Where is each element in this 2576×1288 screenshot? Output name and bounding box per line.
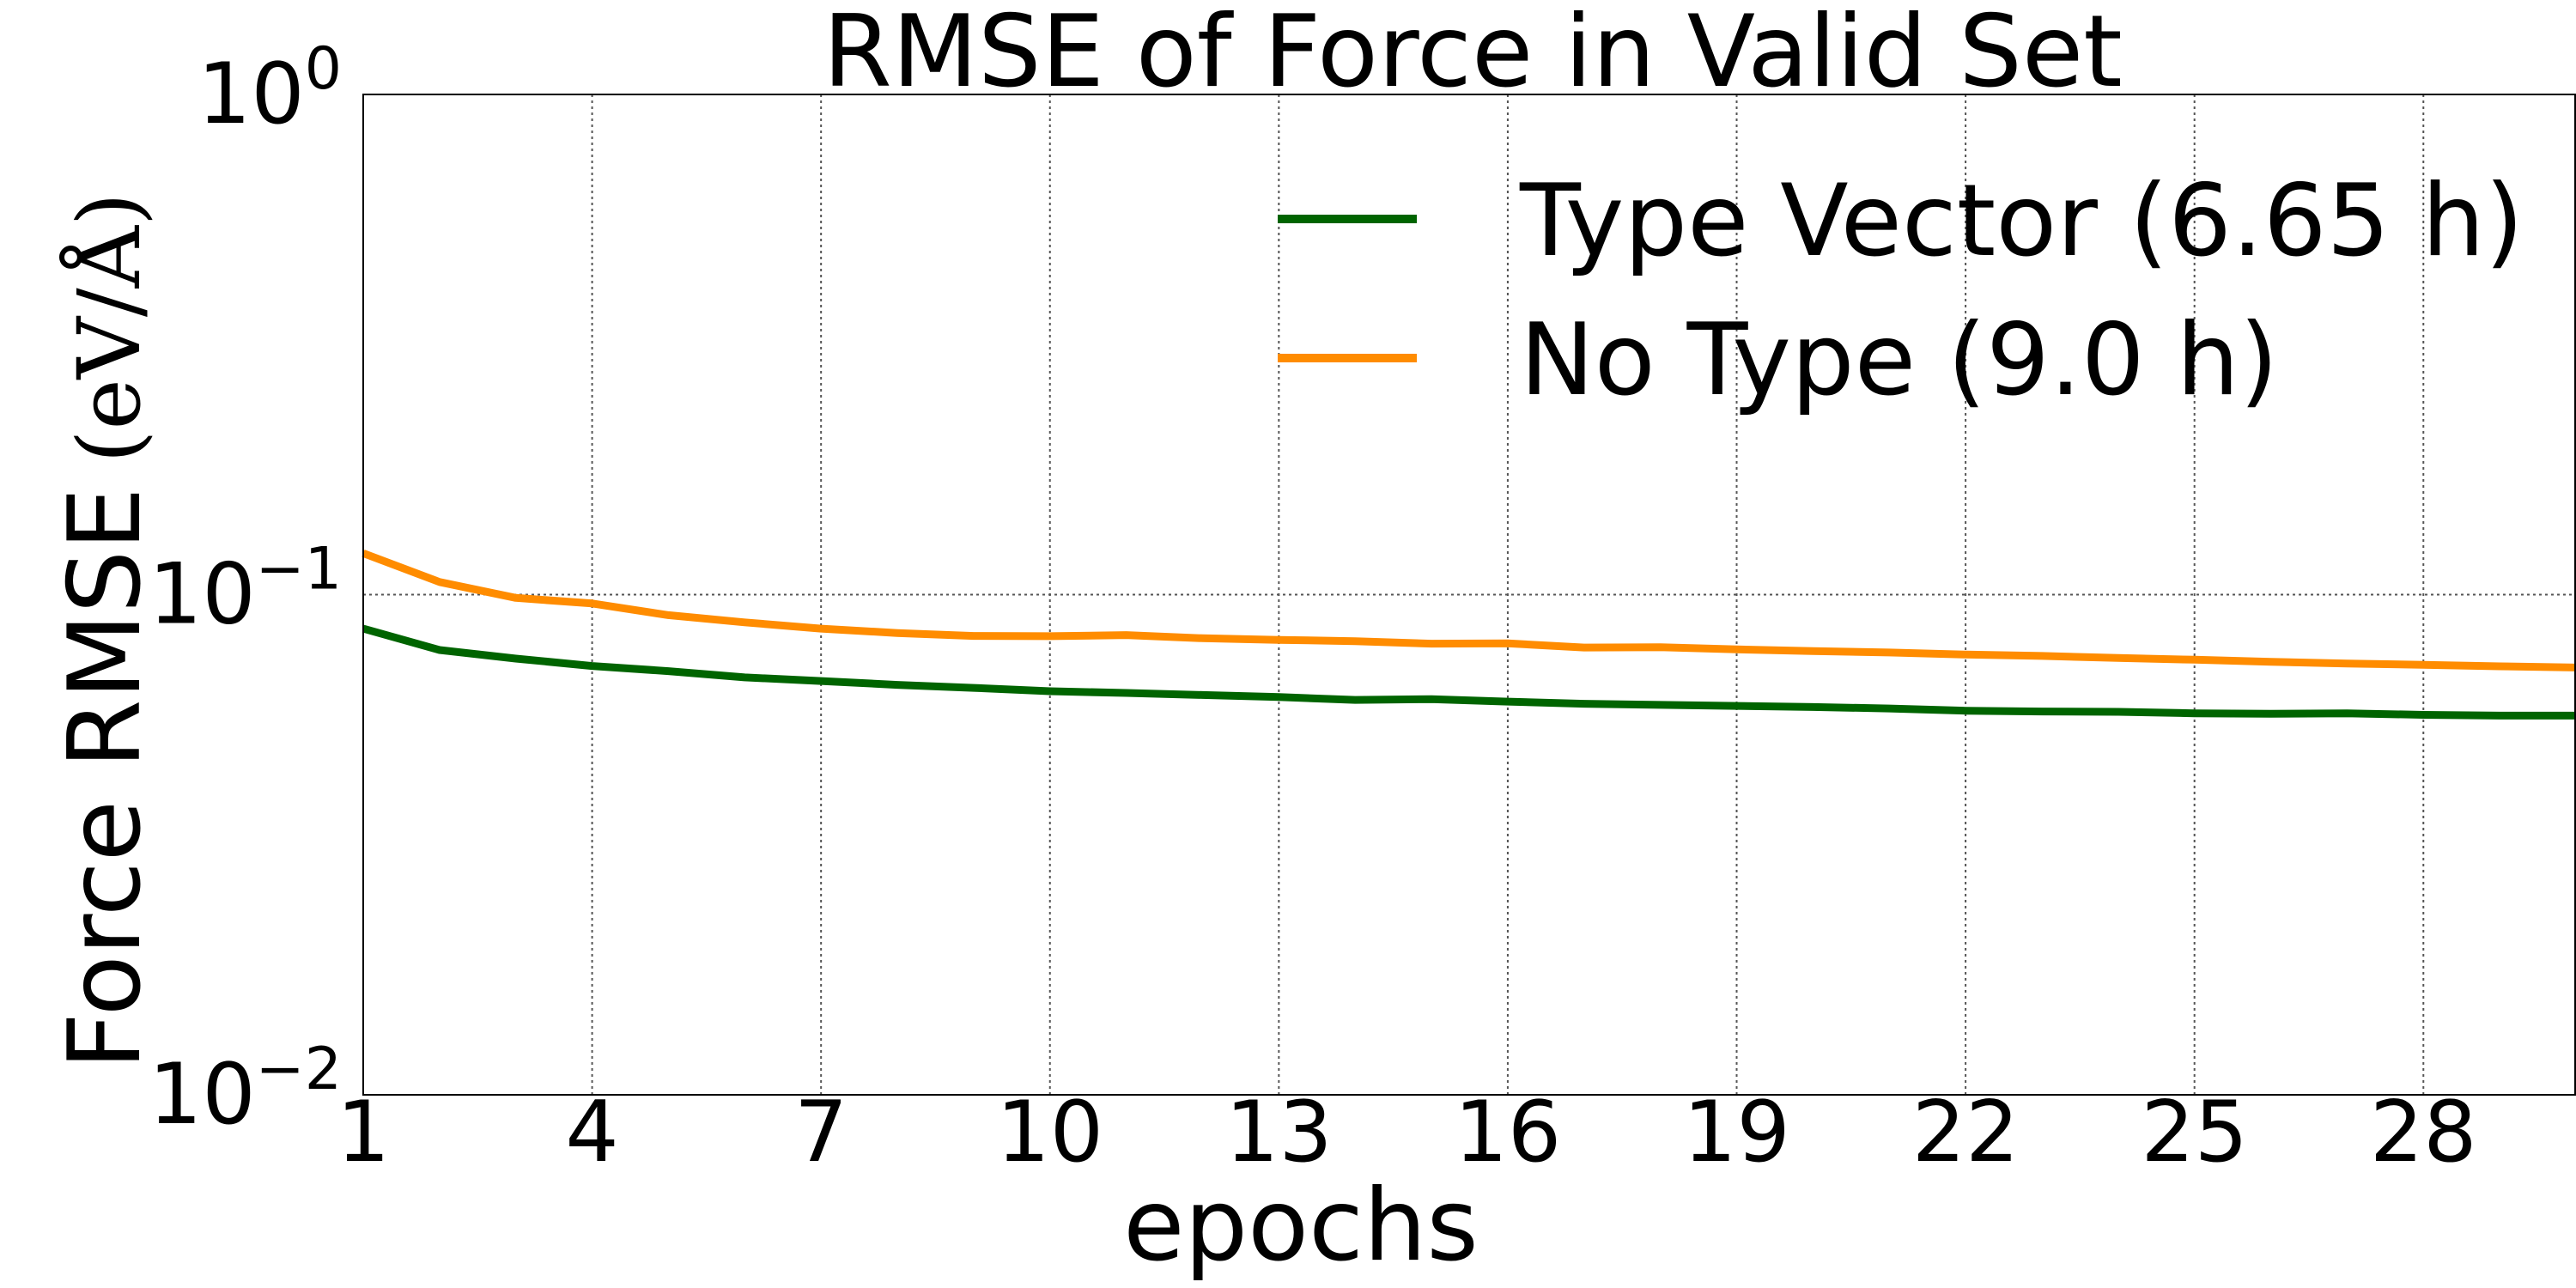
x-axis-label: epochs [1123, 1168, 1479, 1284]
x-tick-label: 4 [565, 1084, 618, 1182]
legend-entry-label: Type Vector (6.65 h) [1519, 163, 2524, 279]
x-tick-label: 22 [1912, 1084, 2020, 1182]
x-tick-label: 13 [1225, 1084, 1333, 1182]
x-tick-label: 16 [1455, 1084, 1562, 1182]
x-tick-label: 25 [2141, 1084, 2248, 1182]
y-tick-label: 10−2 [149, 1036, 342, 1144]
legend-entry-label: No Type (9.0 h) [1520, 302, 2278, 418]
x-tick-label: 1 [337, 1084, 390, 1182]
y-axis-ticks: 100 10−1 10−2 [149, 35, 342, 1144]
y-axis-label: Force RMSE(eV/Å) [47, 192, 163, 1070]
plot-frame [362, 94, 2576, 1096]
x-tick-label: 28 [2370, 1084, 2477, 1182]
series-line [361, 550, 2576, 671]
x-tick-label: 7 [794, 1084, 848, 1182]
series-line [361, 624, 2576, 720]
y-tick-label: 100 [197, 35, 342, 143]
x-axis-ticks: 1 4 7 10 13 16 19 22 25 28 [337, 1084, 2477, 1182]
chart-title: RMSE of Force in Valid Set [823, 0, 2122, 110]
x-tick-label: 10 [996, 1084, 1103, 1182]
y-axis-label-group: Force RMSE(eV/Å) [47, 192, 163, 1070]
x-tick-label: 19 [1683, 1084, 1790, 1182]
y-tick-label: 10−1 [149, 536, 342, 644]
legend: Type Vector (6.65 h) No Type (9.0 h) [1278, 163, 2524, 418]
grid [363, 94, 2576, 1095]
series-lines [361, 550, 2576, 720]
